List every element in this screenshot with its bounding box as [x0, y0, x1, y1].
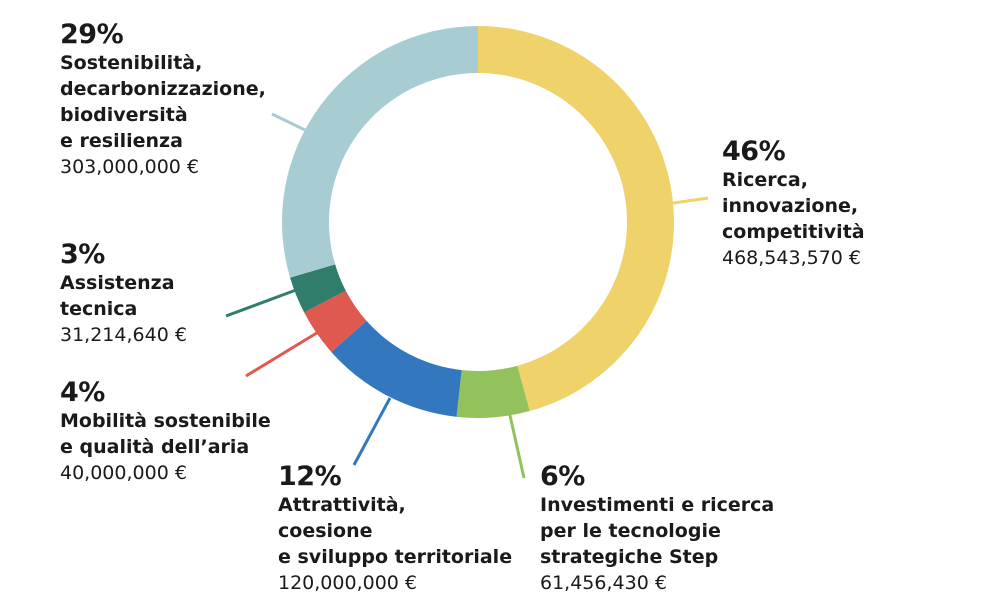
- slice-percent-attrattivita: 12%: [278, 461, 342, 492]
- slice-sostenibilita: [282, 26, 478, 278]
- leader-lines: [225, 112, 709, 479]
- label-mobilita: 4% Mobilità sostenibile e qualità dell’a…: [60, 378, 271, 486]
- slice-percent-assistenza: 3%: [60, 239, 105, 270]
- slice-amount-ricerca: 468,543,570 €: [722, 247, 862, 269]
- slice-percent-step: 6%: [540, 461, 585, 492]
- label-attrattivita: 12% Attrattività, coesione e sviluppo te…: [278, 462, 512, 596]
- leader-line-sostenibilita: [271, 112, 306, 132]
- slice-amount-step: 61,456,430 €: [540, 572, 667, 594]
- slice-attrattivita: [331, 320, 462, 417]
- slice-amount-mobilita: 40,000,000 €: [60, 462, 187, 484]
- leader-line-mobilita: [245, 329, 321, 378]
- slice-name-step: Investimenti e ricerca per le tecnologie…: [540, 494, 775, 568]
- slice-percent-sostenibilita: 29%: [60, 19, 124, 50]
- slice-percent-ricerca: 46%: [722, 136, 786, 167]
- label-ricerca: 46% Ricerca, innovazione, competitività …: [722, 137, 865, 271]
- leader-line-attrattivita: [352, 397, 392, 466]
- label-assistenza: 3% Assistenza tecnica 31,214,640 €: [60, 240, 187, 348]
- slice-name-assistenza: Assistenza tecnica: [60, 272, 175, 320]
- label-step: 6% Investimenti e ricerca per le tecnolo…: [540, 462, 774, 596]
- slice-mobilita: [304, 290, 367, 352]
- slice-step: [456, 365, 530, 418]
- label-sostenibilita: 29% Sostenibilità, decarbonizzazione, bi…: [60, 20, 266, 180]
- slice-percent-mobilita: 4%: [60, 377, 105, 408]
- slice-name-ricerca: Ricerca, innovazione, competitività: [722, 169, 865, 243]
- slice-amount-assistenza: 31,214,640 €: [60, 324, 187, 346]
- slice-amount-attrattivita: 120,000,000 €: [278, 572, 418, 594]
- leader-line-ricerca: [659, 196, 709, 207]
- slice-assistenza: [290, 264, 346, 313]
- slice-name-sostenibilita: Sostenibilità, decarbonizzazione, biodiv…: [60, 52, 266, 152]
- slice-ricerca: [478, 26, 675, 412]
- donut-slices: [282, 26, 675, 418]
- leader-line-step: [507, 410, 526, 479]
- slice-amount-sostenibilita: 303,000,000 €: [60, 156, 200, 178]
- slice-name-mobilita: Mobilità sostenibile e qualità dell’aria: [60, 410, 271, 458]
- slice-name-attrattivita: Attrattività, coesione e sviluppo territ…: [278, 494, 513, 568]
- leader-line-assistenza: [225, 288, 297, 318]
